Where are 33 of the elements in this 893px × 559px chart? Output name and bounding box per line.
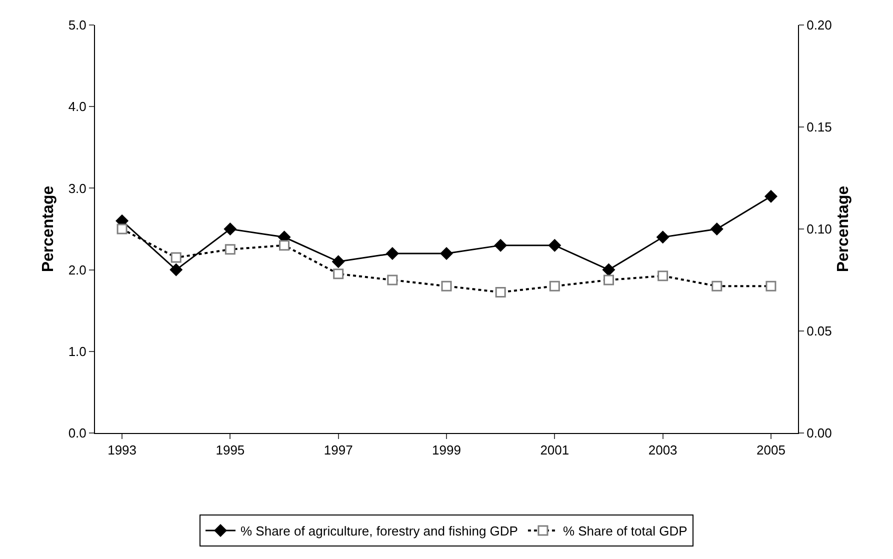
y2-tick-label: 0.05: [806, 324, 832, 339]
point: [224, 222, 237, 236]
y-tick-label: 1.0: [68, 344, 86, 359]
point: [602, 263, 616, 276]
x-tick-label: 2005: [756, 442, 786, 458]
y2-tick-label: 0.20: [806, 18, 832, 33]
x-tick-label: 1995: [216, 442, 245, 458]
point: [440, 246, 453, 260]
point: [332, 255, 345, 268]
x-tick-label: 1993: [108, 442, 136, 458]
y-tick-label: 4.0: [68, 99, 86, 114]
y2-tick-label: 0.10: [806, 222, 832, 237]
point: [494, 238, 508, 252]
y-tick-label: 0.0: [68, 426, 86, 441]
point: [170, 263, 183, 276]
y-axis-title: Percentage: [40, 186, 57, 272]
y2-tick-label: 0.00: [806, 426, 832, 441]
x-tick-label: 2003: [648, 442, 678, 458]
point: [386, 246, 399, 260]
point: [710, 222, 724, 236]
x-tick-label: 1999: [432, 442, 461, 458]
y-tick-label: 2.0: [68, 262, 86, 278]
point: [764, 190, 778, 203]
point: [548, 238, 562, 252]
x-tick-label: 2001: [540, 442, 570, 458]
y2-axis-title: Percentage: [835, 186, 852, 272]
point: [656, 230, 670, 244]
legend-label: % Share of agriculture, forestry and fishing GDP: [240, 524, 518, 539]
y-tick-label: 3.0: [68, 180, 86, 196]
x-tick-label: 1997: [324, 442, 353, 458]
legend-label: % Share of total GDP: [562, 524, 688, 539]
y-tick-label: 5.0: [68, 18, 86, 33]
y2-tick-label: 0.15: [806, 120, 832, 135]
